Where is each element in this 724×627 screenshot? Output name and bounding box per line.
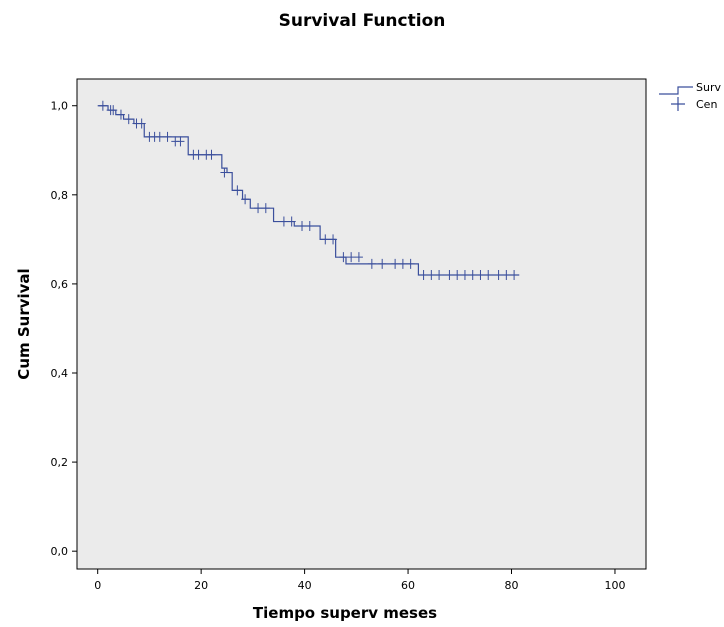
censored-marker bbox=[329, 234, 338, 245]
censored-marker bbox=[163, 131, 172, 142]
x-tick-label: 80 bbox=[505, 579, 519, 592]
censored-marker bbox=[124, 114, 133, 125]
censored-marker bbox=[445, 270, 454, 280]
censored-marker bbox=[510, 270, 519, 280]
x-tick-label: 60 bbox=[401, 579, 415, 592]
censored-marker bbox=[298, 221, 307, 231]
survival-step-line bbox=[97, 105, 520, 276]
censored-marker bbox=[391, 258, 400, 269]
censored-marker bbox=[321, 234, 330, 245]
censored-marker bbox=[419, 270, 428, 280]
censored-marker bbox=[287, 216, 296, 227]
chart-title: Survival Function bbox=[278, 11, 446, 31]
y-tick-label: 0,6 bbox=[51, 278, 69, 291]
censor-layer bbox=[98, 100, 519, 280]
y-tick-label: 1,0 bbox=[51, 100, 69, 113]
plot-area bbox=[76, 78, 647, 570]
series-layer bbox=[97, 105, 520, 276]
censored-marker bbox=[254, 203, 263, 214]
y-tick-label: 0,4 bbox=[51, 367, 69, 380]
x-axis-title: Tiempo superv meses bbox=[253, 604, 437, 622]
censored-marker bbox=[98, 100, 107, 111]
x-tick-label: 40 bbox=[298, 579, 312, 592]
censored-marker bbox=[460, 270, 469, 280]
censored-marker bbox=[176, 136, 185, 147]
legend: Surv Cen bbox=[659, 81, 721, 111]
censored-marker bbox=[220, 167, 229, 178]
censored-marker bbox=[435, 270, 444, 280]
x-axis: 0 20 40 60 80 100 bbox=[94, 569, 625, 592]
censored-marker bbox=[406, 258, 415, 269]
censored-marker bbox=[194, 149, 203, 160]
censored-marker bbox=[484, 270, 493, 280]
legend-cen-label: Cen bbox=[696, 98, 717, 111]
censored-marker bbox=[502, 270, 511, 280]
censored-marker bbox=[261, 203, 270, 214]
censored-marker bbox=[468, 270, 477, 280]
y-axis: 0,0 0,2 0,4 0,6 0,8 1,0 bbox=[51, 100, 77, 558]
legend-surv-label: Surv bbox=[696, 81, 721, 94]
censored-marker bbox=[279, 216, 288, 227]
y-axis-title: Cum Survival bbox=[15, 268, 33, 379]
y-tick-label: 0,2 bbox=[51, 456, 69, 469]
censored-marker bbox=[398, 258, 407, 269]
censored-marker bbox=[207, 149, 216, 160]
censored-marker bbox=[109, 105, 118, 116]
legend-surv-line-icon bbox=[659, 86, 693, 95]
censored-marker bbox=[241, 194, 250, 205]
y-tick-label: 0,8 bbox=[51, 189, 69, 202]
legend-cen-plus-icon bbox=[671, 97, 685, 111]
censored-marker bbox=[367, 258, 376, 269]
censored-marker bbox=[339, 252, 348, 263]
censored-marker bbox=[155, 131, 164, 142]
y-tick-label: 0,0 bbox=[51, 545, 69, 558]
x-tick-label: 100 bbox=[604, 579, 625, 592]
censored-marker bbox=[453, 270, 462, 280]
x-tick-label: 0 bbox=[94, 579, 101, 592]
censored-marker bbox=[354, 252, 363, 263]
censored-marker bbox=[427, 270, 436, 280]
censored-marker bbox=[494, 270, 503, 280]
censored-marker bbox=[347, 252, 356, 263]
censored-marker bbox=[305, 221, 314, 231]
censored-marker bbox=[233, 185, 242, 196]
censored-marker bbox=[137, 118, 146, 129]
censored-marker bbox=[476, 270, 485, 280]
censored-marker bbox=[378, 258, 387, 269]
x-tick-label: 20 bbox=[194, 579, 208, 592]
censored-marker bbox=[116, 109, 125, 120]
